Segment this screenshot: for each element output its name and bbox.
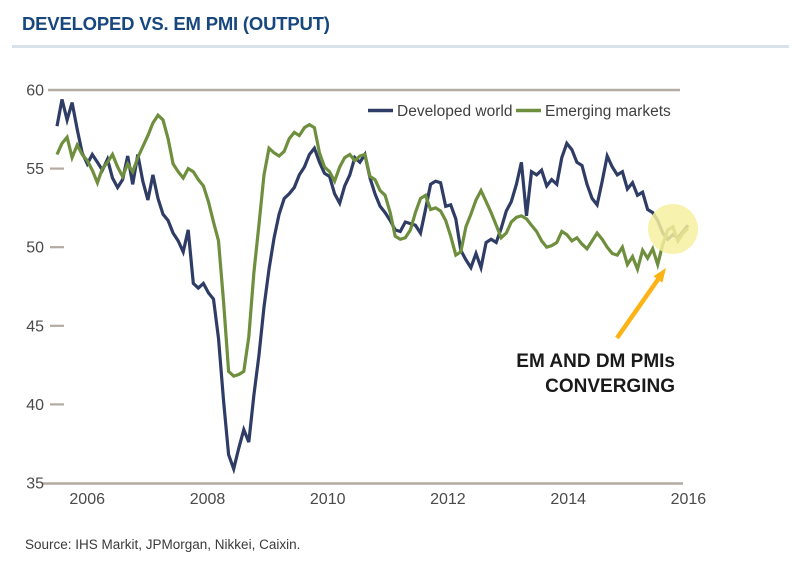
highlight-circle	[648, 204, 698, 254]
y-tick-label: 40	[26, 397, 44, 414]
convergence-arrow-head-icon	[653, 268, 666, 283]
x-tick-label: 2008	[190, 491, 226, 508]
x-tick-label: 2012	[430, 491, 466, 508]
y-tick-label: 35	[26, 476, 44, 493]
title-underline	[12, 45, 789, 48]
legend-label-emerging: Emerging markets	[545, 103, 671, 120]
convergence-arrow-shaft	[615, 276, 661, 340]
x-tick-label: 2006	[69, 491, 105, 508]
y-tick-label: 50	[26, 240, 44, 257]
y-tick-label: 55	[26, 161, 44, 178]
page-title: DEVELOPED VS. EM PMI (OUTPUT)	[22, 13, 330, 34]
developed-world-line	[55, 99, 690, 475]
legend-label-developed: Developed world	[397, 103, 512, 120]
x-tick-label: 2016	[671, 491, 707, 508]
x-tick-label: 2014	[550, 491, 586, 508]
x-tick-label: 2010	[310, 491, 346, 508]
y-tick-label: 45	[26, 318, 44, 335]
y-tick-label: 60	[26, 83, 44, 100]
emerging-markets-line	[55, 112, 690, 378]
annotation-line-2: CONVERGING	[545, 376, 675, 397]
annotation-line-1: EM AND DM PMIs	[516, 351, 675, 372]
source-text: Source: IHS Markit, JPMorgan, Nikkei, Ca…	[25, 537, 301, 552]
